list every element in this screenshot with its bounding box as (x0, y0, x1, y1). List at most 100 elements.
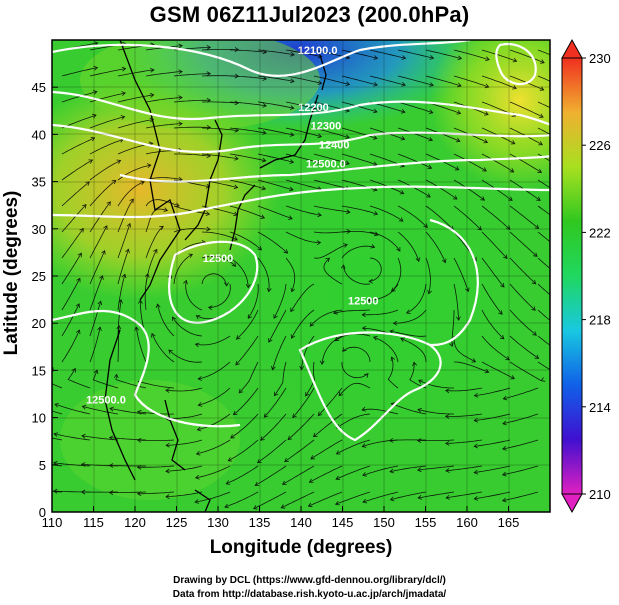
streamline-arrowhead (262, 130, 267, 135)
streamline-arrowhead (508, 196, 513, 201)
streamline-arrowhead (473, 392, 479, 398)
streamline-arrowhead (423, 223, 428, 228)
streamline (503, 387, 539, 400)
streamline-arrowhead (540, 377, 546, 382)
streamline (445, 465, 483, 472)
streamline (117, 299, 122, 337)
streamline-arrowhead (92, 90, 98, 95)
streamline (341, 127, 377, 139)
streamline (151, 333, 175, 363)
streamline-arrowhead (534, 224, 540, 229)
streamline-arrowhead (197, 402, 203, 407)
colorbar-label: 222 (589, 225, 611, 240)
streamline-arrowhead (195, 315, 201, 320)
streamline (369, 205, 404, 222)
streamline (362, 491, 399, 503)
x-tick-label: 120 (124, 515, 146, 530)
x-tick-label: 130 (207, 515, 229, 530)
streamline-arrowhead (260, 214, 266, 219)
streamline-arrowhead (146, 163, 152, 169)
streamline (397, 153, 432, 169)
streamline (445, 439, 483, 444)
streamline (145, 71, 183, 77)
streamline (173, 99, 211, 103)
streamline (391, 403, 427, 415)
streamline-arrowhead (81, 433, 86, 439)
streamline-arrowhead (537, 168, 543, 173)
streamline (509, 231, 538, 257)
streamline (174, 153, 211, 157)
streamline (341, 101, 378, 113)
streamline-arrowhead (317, 160, 322, 165)
streamline (255, 465, 287, 486)
streamline (263, 387, 287, 418)
streamline (61, 252, 82, 285)
streamline-arrowhead (118, 299, 123, 304)
streamline (284, 439, 315, 463)
streamline-arrowhead (224, 282, 229, 287)
streamline-arrowhead (503, 254, 508, 259)
streamline (89, 68, 126, 77)
streamline (236, 309, 259, 340)
streamline-arrowhead (502, 446, 507, 451)
streamline (341, 231, 379, 236)
streamline-arrowhead (399, 189, 405, 195)
streamline-arrowhead (389, 329, 395, 334)
streamline-arrowhead (231, 262, 237, 267)
streamline (260, 413, 287, 441)
streamline-arrowhead (101, 249, 106, 255)
streamline (52, 367, 63, 389)
temperature-field (52, 40, 550, 512)
streamline (285, 101, 322, 111)
streamline-arrowhead (206, 71, 212, 77)
streamline (229, 205, 265, 219)
streamline (400, 338, 427, 363)
streamline-arrowhead (268, 338, 273, 343)
streamline (257, 179, 294, 191)
streamline-arrowhead (390, 287, 396, 292)
streamline (230, 413, 259, 439)
streamline (397, 75, 434, 86)
streamline (313, 75, 350, 85)
streamline-arrowhead (370, 243, 376, 249)
streamline-arrowhead (261, 157, 267, 163)
streamline-arrowhead (108, 490, 114, 496)
y-axis-label: Latitude (degrees) (1, 190, 22, 356)
streamline-arrowhead (418, 379, 423, 384)
contour-label: 12400 (319, 140, 350, 152)
streamline (145, 97, 183, 103)
x-tick-label: 145 (332, 515, 354, 530)
streamline-arrowhead (415, 257, 421, 262)
streamline-arrowhead (540, 59, 545, 64)
streamline-arrowhead (165, 388, 170, 393)
streamline-arrowhead (412, 361, 417, 367)
map-title: GSM 06Z11Jul2023 (200.0hPa) (149, 2, 470, 27)
streamline-arrowhead (312, 432, 318, 438)
streamline-arrowhead (455, 316, 461, 321)
streamline-arrowhead (140, 180, 145, 186)
streamline (341, 49, 378, 59)
streamline (165, 387, 203, 392)
y-tick-label: 5 (39, 458, 46, 473)
streamline-arrowhead (533, 252, 538, 257)
streamline (117, 198, 134, 233)
streamline-arrowhead (484, 83, 490, 89)
streamline (145, 177, 183, 181)
lat-lon-grid (52, 40, 550, 512)
streamline-arrowhead (126, 222, 132, 228)
streamline-arrowhead (392, 320, 398, 326)
streamline (502, 413, 539, 425)
streamline (92, 369, 119, 389)
streamline (481, 231, 508, 259)
streamline-arrowhead (335, 450, 341, 455)
streamline-arrowhead (234, 47, 240, 52)
streamline (323, 257, 343, 285)
streamline-arrowhead (316, 240, 322, 246)
streamline (89, 180, 117, 207)
streamline-arrowhead (289, 159, 295, 164)
streamline-arrowhead (373, 108, 378, 114)
streamline (287, 413, 315, 440)
streamline (195, 465, 231, 479)
streamline-arrowhead (273, 391, 279, 397)
streamline (89, 301, 102, 337)
